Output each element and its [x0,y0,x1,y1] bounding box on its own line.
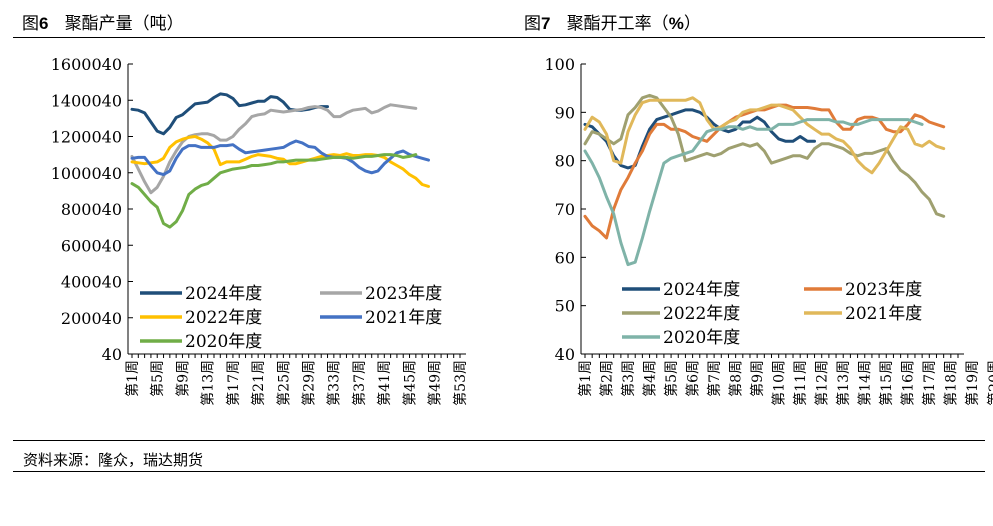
x-tick-label: 第19周 [964,360,981,406]
x-tick-label: 第2周 [598,360,615,397]
figure-number: 7 [541,14,551,33]
polyester-operating-rate-chart: 405060708090100第1周 第2周 第3周 第4周 第5周 第6周 第7周 第8周第… [544,55,993,406]
y-tick-label: 800040 [61,200,122,219]
x-tick-label: 第6周 [684,360,701,397]
figure-title-left: 图6 聚酯产量（吨） [22,9,184,34]
x-tick-label: 第37周 [351,360,368,406]
legend-label: 2022年度 [185,308,262,328]
figure-number: 6 [39,14,49,33]
series-line [583,103,946,240]
figure-title-text: 聚酯产量（吨） [64,14,184,34]
y-tick-label: 40 [102,345,122,364]
y-tick-label: 1400040 [51,91,122,110]
x-tick-label: 第4周 [641,360,658,397]
y-tick-label: 1200040 [51,128,122,147]
y-tick-label: 70 [555,200,575,219]
x-tick-label: 第25周 [275,360,292,406]
y-tick-label: 600040 [61,236,122,255]
y-tick-label: 100 [544,55,575,74]
x-tick-label: 第13周 [835,360,852,406]
x-tick-label: 第20周 [986,360,993,406]
x-tick-label: 第3周 [620,360,637,397]
series-line [583,96,946,175]
x-tick-label: 第53周 [452,360,469,406]
x-tick-label: 第49周 [427,360,444,406]
figure-title-right: 图7 聚酯开工率（%） [524,9,701,34]
bottom-rule [13,471,985,472]
figure-title-close: ） [683,14,701,34]
x-tick-label: 第14周 [857,360,874,406]
middle-rule [13,440,985,441]
series-line [130,103,418,195]
x-tick-label: 第29周 [301,360,318,406]
y-tick-label: 80 [555,152,575,171]
series-line [130,139,430,177]
polyester-output-chart: 40 200040 400040 600040 800040 1000040 1200040… [51,55,469,406]
figure-label: 图 [22,14,39,34]
source-note: 资料来源：隆众，瑞达期货 [23,451,204,469]
x-tick-label: 第9周 [749,360,766,397]
y-tick-label: 1600040 [51,55,122,74]
x-tick-label: 第13周 [200,360,217,406]
legend-label: 2024年度 [185,284,262,304]
x-tick-label: 第1周 [124,360,141,397]
legend-label: 2022年度 [663,304,740,324]
legend-label: 2020年度 [185,332,262,352]
legend-label: 2023年度 [365,284,442,304]
y-tick-label: 40 [555,345,575,364]
x-tick-label: 第11周 [792,360,809,406]
legend-label: 2023年度 [845,280,922,300]
y-tick-label: 90 [555,103,575,122]
series-line [583,118,924,267]
x-tick-label: 第41周 [376,360,393,406]
figure-label: 图 [524,14,541,34]
legend-label: 2020年度 [663,328,740,348]
x-tick-label: 第8周 [728,360,745,397]
legend-label: 2021年度 [845,304,922,324]
series-line [583,108,816,170]
x-tick-label: 第10周 [771,360,788,406]
legend-label: 2024年度 [663,280,740,300]
series-line [130,153,418,229]
top-rule [13,37,985,38]
y-tick-label: 1000040 [51,164,122,183]
x-tick-label: 第21周 [250,360,267,406]
legend-label: 2021年度 [365,308,442,328]
x-tick-label: 第9周 [174,360,191,397]
x-tick-label: 第16周 [900,360,917,406]
x-tick-label: 第12周 [814,360,831,406]
x-tick-label: 第15周 [878,360,895,406]
x-tick-label: 第17周 [225,360,242,406]
y-tick-label: 400040 [61,273,122,292]
x-tick-label: 第7周 [706,360,723,397]
x-tick-label: 第18周 [943,360,960,406]
x-tick-label: 第1周 [577,360,594,397]
x-tick-label: 第17周 [921,360,938,406]
y-tick-label: 60 [555,248,575,267]
y-tick-label: 200040 [61,309,122,328]
figure-title-percent: % [668,14,684,33]
y-tick-label: 50 [555,297,575,316]
x-tick-label: 第45周 [401,360,418,406]
figure-title-text: 聚酯开工率（ [566,14,669,34]
x-tick-label: 第5周 [663,360,680,397]
x-tick-label: 第5周 [149,360,166,397]
series-line [583,93,946,218]
x-tick-label: 第33周 [326,360,343,406]
